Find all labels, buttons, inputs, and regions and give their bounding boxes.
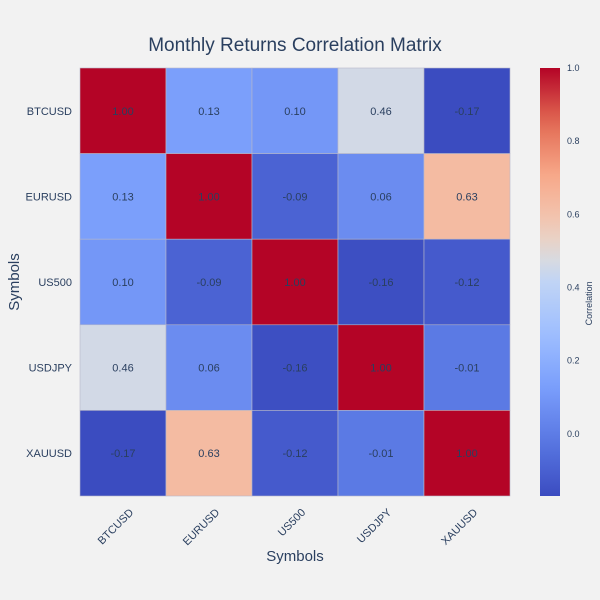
cell-label-btcusd-btcusd: 1.00 <box>112 106 133 118</box>
heatmap-cell-usdjpy-eurusd <box>165 324 253 411</box>
heatmap-cell-usdjpy-us500 <box>251 324 339 411</box>
heatmap-cell-usdjpy-usdjpy <box>337 324 425 411</box>
cell-label-eurusd-btcusd: 0.13 <box>112 191 133 203</box>
x-tick-label-usdjpy: USDJPY <box>355 506 395 546</box>
heatmap-cell-btcusd-eurusd <box>165 67 253 154</box>
cell-label-us500-us500: 1.00 <box>284 277 305 289</box>
y-tick-label-us500: US500 <box>38 277 72 289</box>
heatmap-cell-labels: 1.00 0.13 0.10 0.46 -0.17 0.13 1.00 -0.09 0.06 0.… <box>110 106 479 460</box>
y-axis-ticks: BTCUSD EURUSD US500 USDJPY XAUUSD <box>26 106 73 460</box>
colorbar-title: Correlation <box>584 281 594 325</box>
cell-label-xauusd-btcusd: -0.17 <box>110 448 135 460</box>
cell-label-usdjpy-us500: -0.16 <box>282 363 307 375</box>
cell-label-btcusd-eurusd: 0.13 <box>198 106 219 118</box>
colorbar-tick-label: 0.2 <box>567 356 580 366</box>
cell-label-usdjpy-xauusd: -0.01 <box>454 363 479 375</box>
x-tick-label-us500: US500 <box>276 507 308 539</box>
heatmap-cell-usdjpy-btcusd <box>79 324 167 411</box>
cell-label-usdjpy-btcusd: 0.46 <box>112 363 133 375</box>
cell-label-xauusd-usdjpy: -0.01 <box>368 448 393 460</box>
heatmap-cell-us500-usdjpy <box>337 238 425 326</box>
x-tick-label-eurusd: EURUSD <box>181 507 222 548</box>
cell-label-us500-xauusd: -0.12 <box>454 277 479 289</box>
y-tick-label-eurusd: EURUSD <box>26 191 73 203</box>
x-axis-title: Symbols <box>266 548 324 565</box>
y-axis-title: Symbols <box>6 253 23 311</box>
heatmap-cell-btcusd-us500 <box>251 67 339 154</box>
colorbar: 0.0 0.2 0.4 0.6 0.8 1.0 Correlation <box>540 63 594 496</box>
cell-label-xauusd-xauusd: 1.00 <box>456 448 477 460</box>
heatmap-cell-eurusd-btcusd <box>79 153 167 240</box>
heatmap-cell-xauusd-btcusd <box>79 410 167 497</box>
cell-label-eurusd-us500: -0.09 <box>282 191 307 203</box>
heatmap-cell-usdjpy-xauusd <box>423 324 511 411</box>
cell-label-usdjpy-usdjpy: 1.00 <box>370 363 391 375</box>
x-tick-label-btcusd: BTCUSD <box>96 507 137 548</box>
cell-label-btcusd-us500: 0.10 <box>284 106 305 118</box>
x-tick-label-xauusd: XAUUSD <box>439 507 480 548</box>
colorbar-tick-label: 0.4 <box>567 282 580 292</box>
heatmap-cell-us500-us500 <box>251 238 339 326</box>
cell-label-us500-usdjpy: -0.16 <box>368 277 393 289</box>
heatmap-cell-btcusd-btcusd <box>79 67 167 154</box>
cell-label-us500-btcusd: 0.10 <box>112 277 133 289</box>
heatmap-cell-eurusd-xauusd <box>423 153 511 240</box>
heatmap-cell-xauusd-eurusd <box>165 410 253 497</box>
cell-label-us500-eurusd: -0.09 <box>196 277 221 289</box>
y-tick-label-btcusd: BTCUSD <box>27 106 72 118</box>
cell-label-eurusd-eurusd: 1.00 <box>198 191 219 203</box>
heatmap-cell-us500-eurusd <box>165 238 253 326</box>
cell-label-xauusd-us500: -0.12 <box>282 448 307 460</box>
colorbar-gradient <box>540 68 560 496</box>
cell-label-xauusd-eurusd: 0.63 <box>198 448 219 460</box>
colorbar-tick-label: 1.0 <box>567 63 580 73</box>
heatmap-cell-btcusd-xauusd <box>423 67 511 154</box>
cell-label-btcusd-xauusd: -0.17 <box>454 106 479 118</box>
x-axis-ticks: BTCUSD EURUSD US500 USDJPY XAUUSD <box>96 506 481 548</box>
cell-label-usdjpy-eurusd: 0.06 <box>198 363 219 375</box>
cell-label-eurusd-xauusd: 0.63 <box>456 191 477 203</box>
heatmap-cell-xauusd-us500 <box>251 410 339 497</box>
cell-label-btcusd-usdjpy: 0.46 <box>370 106 391 118</box>
chart-title: Monthly Returns Correlation Matrix <box>148 35 442 56</box>
heatmap-cell-us500-xauusd <box>423 238 511 326</box>
colorbar-tick-label: 0.8 <box>567 136 580 146</box>
colorbar-tick-label: 0.0 <box>567 429 580 439</box>
heatmap-cell-btcusd-usdjpy <box>337 67 425 154</box>
heatmap-cells <box>79 67 511 497</box>
heatmap-cell-eurusd-us500 <box>251 153 339 240</box>
cell-label-eurusd-usdjpy: 0.06 <box>370 191 391 203</box>
heatmap-cell-xauusd-xauusd <box>423 410 511 497</box>
y-tick-label-xauusd: XAUUSD <box>26 448 72 460</box>
y-tick-label-usdjpy: USDJPY <box>29 363 73 375</box>
colorbar-tick-label: 0.6 <box>567 209 580 219</box>
